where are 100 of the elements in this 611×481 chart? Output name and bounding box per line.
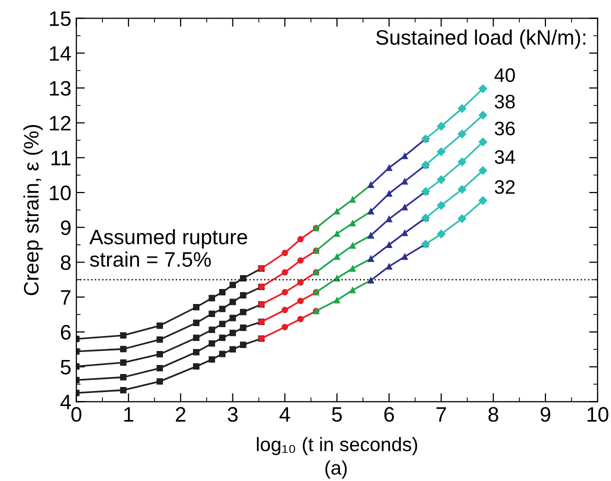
point	[297, 279, 304, 286]
point	[386, 216, 392, 222]
point	[282, 250, 288, 256]
point	[282, 269, 288, 276]
point	[230, 346, 236, 353]
point	[478, 166, 488, 175]
point	[349, 286, 356, 294]
x-tick-label: 3	[228, 407, 238, 422]
point	[458, 130, 466, 138]
point	[120, 332, 126, 339]
point	[240, 308, 246, 316]
point	[297, 316, 304, 322]
point	[120, 386, 126, 394]
y-tick-label: 12	[50, 116, 70, 130]
point	[436, 147, 446, 156]
series-label: 38	[494, 94, 515, 109]
series-label: 36	[494, 122, 515, 136]
point	[219, 289, 226, 296]
point	[402, 178, 408, 185]
point	[230, 282, 236, 288]
point	[156, 336, 163, 343]
x-tick-label: 1	[124, 407, 134, 422]
y-tick-label: 14	[50, 46, 71, 61]
series-label: 34	[494, 150, 516, 164]
point	[208, 294, 216, 302]
point	[156, 351, 163, 358]
x-tick-label: 8	[488, 407, 498, 422]
x-tick-label: 0	[71, 407, 82, 422]
x-tick-label: 5	[332, 407, 342, 422]
point	[282, 324, 288, 330]
point	[297, 298, 304, 304]
point	[240, 292, 246, 299]
point	[282, 306, 288, 314]
point	[334, 208, 340, 215]
point	[349, 242, 356, 249]
point	[458, 158, 466, 166]
ref-line-label: Assumed rupture strain = 7.5%	[89, 229, 248, 267]
point	[240, 324, 246, 331]
point	[297, 236, 304, 242]
y-tick-label: 9	[60, 220, 71, 236]
x-tick-label: 7	[436, 407, 446, 422]
x-tick-label: 4	[280, 407, 290, 422]
point	[282, 289, 288, 296]
point	[219, 334, 226, 342]
point	[436, 122, 446, 131]
point	[349, 196, 356, 203]
point	[436, 201, 446, 210]
point	[120, 346, 126, 352]
point	[193, 334, 200, 342]
y-tick-label: 5	[60, 360, 71, 375]
point	[334, 253, 340, 260]
point	[478, 138, 488, 146]
y-tick-label: 4	[60, 394, 71, 410]
point	[478, 196, 488, 205]
point	[156, 364, 163, 372]
point	[193, 320, 200, 326]
point	[436, 230, 446, 238]
x-tick-label: 2	[176, 407, 186, 422]
point	[386, 263, 392, 270]
series-label: 32	[494, 180, 515, 194]
series-label: 40	[494, 68, 515, 82]
point	[219, 350, 226, 358]
point	[334, 297, 340, 304]
point	[458, 214, 466, 224]
point	[208, 340, 216, 347]
point	[402, 253, 408, 260]
point	[349, 220, 356, 226]
y-axis-title: Creep strain, ε (%)	[23, 124, 43, 296]
point	[193, 363, 200, 370]
point	[120, 359, 126, 366]
x-tick-label: 9	[540, 407, 550, 422]
y-tick-label: 11	[51, 150, 70, 166]
point	[208, 326, 216, 334]
point	[230, 330, 236, 336]
point	[458, 104, 466, 113]
y-tick-label: 15	[50, 11, 71, 26]
point	[478, 84, 488, 94]
point	[208, 310, 216, 318]
point	[219, 306, 226, 312]
point	[386, 164, 392, 171]
point	[219, 320, 226, 328]
y-tick-label: 10	[50, 186, 71, 200]
point	[230, 298, 236, 306]
point	[386, 190, 392, 197]
point	[120, 374, 126, 380]
y-tick-label: 13	[50, 80, 71, 96]
point	[156, 378, 163, 385]
y-tick-label: 8	[60, 255, 71, 270]
point	[230, 314, 236, 322]
point	[208, 356, 216, 363]
point	[193, 348, 200, 356]
point	[156, 322, 163, 329]
point	[386, 242, 392, 248]
x-tick-label: 10	[588, 407, 608, 422]
point	[240, 275, 246, 282]
point	[478, 110, 488, 120]
point	[334, 230, 340, 237]
y-tick-label: 7	[60, 290, 70, 305]
x-tick-label: 6	[384, 407, 394, 422]
point	[193, 304, 200, 310]
